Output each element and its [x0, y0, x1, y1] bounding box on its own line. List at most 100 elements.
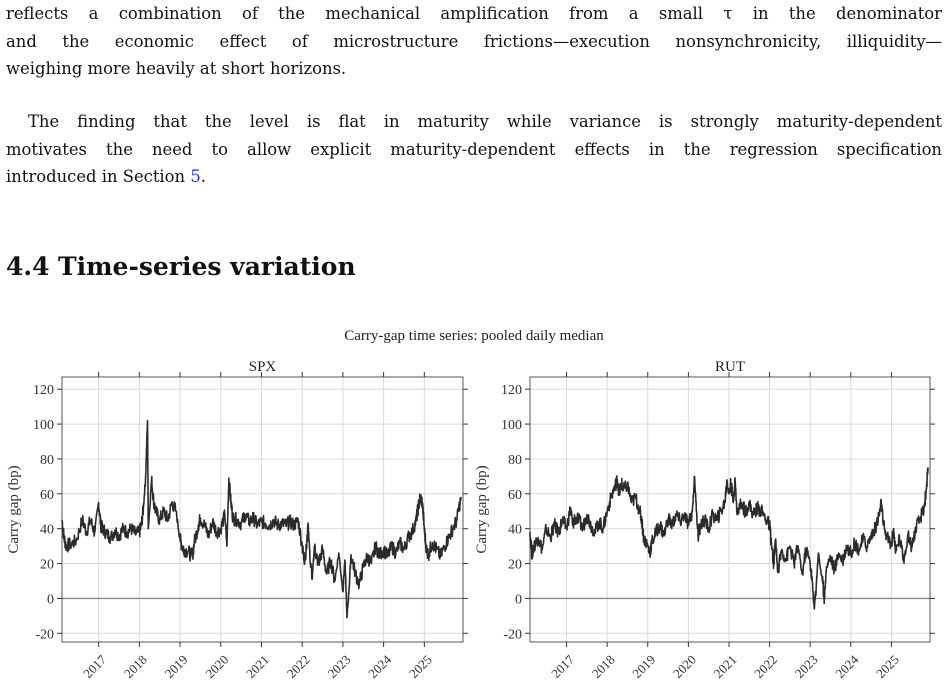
data-point [866, 545, 868, 547]
x-tick-label: 2025 [406, 652, 435, 681]
data-point [649, 552, 651, 554]
y-tick-label: 0 [515, 592, 522, 607]
x-tick-label: 2025 [873, 652, 902, 681]
x-tick-label: 2023 [324, 652, 353, 681]
data-point [248, 521, 250, 523]
data-point [769, 524, 771, 526]
data-point [159, 519, 161, 521]
data-point [100, 524, 102, 526]
data-point [387, 556, 389, 558]
data-point [846, 545, 848, 547]
data-point [529, 531, 531, 533]
data-point [659, 524, 661, 526]
data-point [647, 545, 649, 547]
data-point [167, 519, 169, 521]
section-link[interactable]: 5 [190, 167, 201, 186]
data-point [208, 535, 210, 537]
x-tick-label: 2022 [751, 652, 780, 681]
data-point [383, 549, 385, 551]
data-point [236, 519, 238, 521]
data-point [687, 524, 690, 526]
y-tick-label: 80 [40, 453, 54, 468]
chart-panel-rut: -20 0 20 40 60 80 100 120 2017 2018 2019 2020 2021 20… [474, 359, 935, 681]
data-point [825, 566, 828, 568]
data-point [138, 531, 140, 533]
text-line: introduced in Section 5. [6, 163, 942, 191]
data-point [285, 524, 287, 526]
data-point [265, 522, 267, 524]
data-point [403, 549, 405, 551]
data-point [614, 484, 616, 486]
data-point [557, 531, 560, 533]
data-point [130, 528, 132, 530]
data-point [821, 580, 824, 582]
data-point [695, 510, 698, 512]
data-point [850, 552, 852, 554]
data-point [151, 479, 153, 481]
data-point [870, 535, 872, 537]
data-point [118, 535, 120, 537]
data-point [679, 521, 681, 523]
data-point [838, 552, 840, 554]
data-point [342, 590, 344, 592]
data-point [63, 536, 65, 538]
data-point [570, 507, 572, 509]
data-point [181, 545, 183, 547]
data-point [675, 514, 677, 516]
x-tick-label: 2024 [832, 652, 861, 681]
data-point [444, 545, 446, 547]
data-point [777, 571, 779, 573]
data-point [752, 514, 755, 516]
data-point [81, 519, 83, 521]
data-point [293, 524, 295, 526]
data-point [407, 536, 409, 538]
data-point [708, 528, 710, 530]
y-tick-label: 120 [33, 383, 54, 398]
data-point [193, 542, 195, 544]
section-title: Time-series variation [58, 252, 356, 281]
data-point [815, 583, 817, 586]
data-point [358, 583, 360, 586]
data-point [730, 482, 732, 484]
data-point [75, 540, 77, 542]
x-tick-label: 2021 [243, 652, 272, 681]
y-tick-label: 100 [33, 418, 54, 433]
data-point [315, 556, 317, 558]
data-point [655, 531, 657, 533]
chart-panel-spx: -20 0 20 40 60 80 100 120 2017 2018 2019 2020 2021 20… [6, 359, 468, 681]
data-point [531, 554, 533, 556]
data-point [734, 479, 736, 481]
data-point [344, 559, 346, 561]
data-point [163, 510, 165, 512]
panel-label: SPX [249, 359, 277, 375]
y-tick-label: -20 [503, 627, 522, 642]
data-point [452, 528, 454, 530]
x-tick-label: 2023 [792, 652, 821, 681]
plot-frame [529, 376, 931, 643]
data-point [435, 549, 438, 551]
data-point [880, 501, 882, 504]
data-point [545, 528, 547, 530]
x-tick-label: 2019 [162, 652, 191, 681]
data-point [728, 493, 730, 495]
y-tick-label: -20 [35, 627, 54, 642]
data-point [740, 501, 742, 504]
data-point [366, 556, 368, 558]
data-point [228, 477, 230, 479]
data-point [224, 514, 226, 516]
data-point [89, 519, 92, 521]
y-tick-label: 40 [508, 523, 522, 538]
data-point [590, 524, 592, 526]
data-point [797, 545, 799, 547]
data-point [142, 507, 144, 509]
data-point [338, 552, 340, 554]
panel-label: RUT [715, 359, 745, 375]
data-point [199, 517, 201, 519]
data-point [817, 552, 819, 554]
paragraph-1: reflects a combination of the mechanical… [6, 0, 942, 83]
data-point [907, 535, 909, 537]
data-point [712, 514, 714, 516]
data-point [878, 514, 880, 516]
y-axis-label: Carry gap (bp) [6, 465, 22, 553]
data-point [533, 545, 535, 547]
